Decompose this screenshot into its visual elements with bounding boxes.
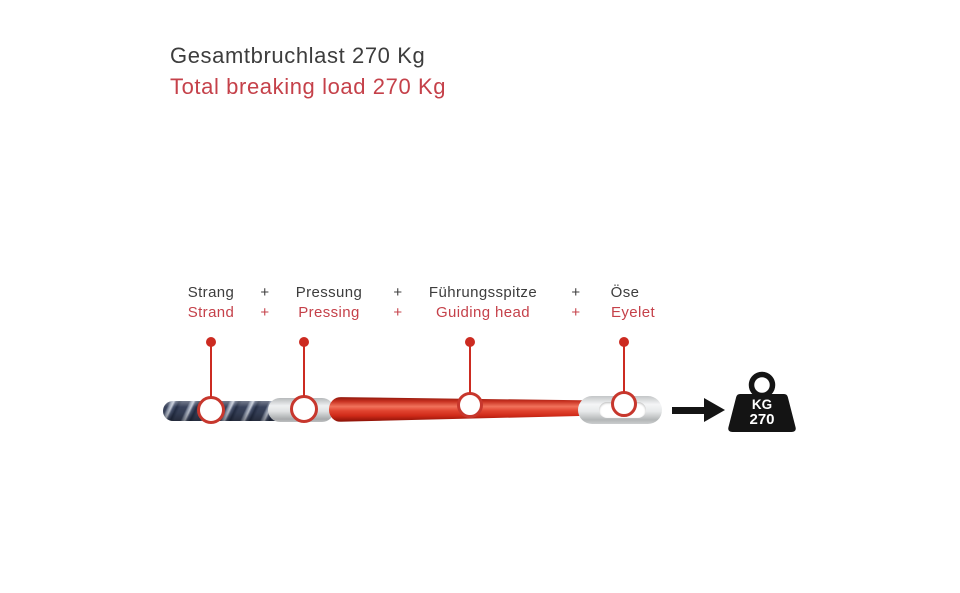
- arrow-right-icon: [672, 407, 706, 414]
- plus-sign-en-3: +: [571, 304, 581, 321]
- arrow-right-head-icon: [704, 398, 725, 422]
- callout-line-strand: [210, 345, 212, 397]
- callout-line-eyelet: [623, 345, 625, 392]
- callout-ring-pressing: [290, 395, 318, 423]
- page-title-english: Total breaking load 270 Kg: [170, 74, 447, 99]
- callout-dot-pressing: [299, 337, 309, 347]
- callout-dot-eyelet: [619, 337, 629, 347]
- label-en-eyelet: Eyelet: [610, 304, 656, 321]
- label-de-fuehrungsspitze: Führungsspitze: [428, 284, 538, 301]
- plus-sign-de-3: +: [571, 284, 581, 301]
- callout-ring-eyelet: [611, 391, 637, 417]
- plus-sign-de-1: +: [260, 284, 270, 301]
- weight-value-text: 270: [749, 411, 774, 428]
- callout-ring-strand: [197, 396, 225, 424]
- plus-sign-en-2: +: [393, 304, 403, 321]
- plus-sign-en-1: +: [260, 304, 270, 321]
- label-en-pressing: Pressing: [298, 304, 360, 321]
- callout-dot-strand: [206, 337, 216, 347]
- callout-dot-guiding-head: [465, 337, 475, 347]
- weight-icon: KG 270: [728, 371, 796, 432]
- weight-unit-text: KG: [752, 397, 772, 412]
- weight-handle: [748, 371, 776, 399]
- label-de-pressung: Pressung: [295, 284, 363, 301]
- label-de-oese: Öse: [610, 284, 640, 301]
- plus-sign-de-2: +: [393, 284, 403, 301]
- label-en-strand: Strand: [187, 304, 235, 321]
- label-en-guiding-head: Guiding head: [435, 304, 531, 321]
- callout-line-pressing: [303, 345, 305, 396]
- label-de-strang: Strang: [187, 284, 235, 301]
- callout-line-guiding-head: [469, 345, 471, 393]
- weight-body: [728, 394, 796, 432]
- callout-ring-guiding-head: [457, 392, 483, 418]
- page-title-german: Gesamtbruchlast 270 Kg: [170, 43, 426, 68]
